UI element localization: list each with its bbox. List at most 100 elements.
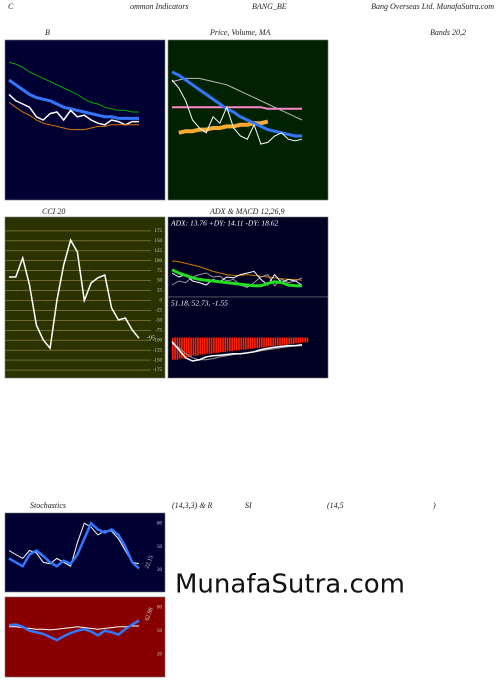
- histogram-bar: [194, 337, 197, 356]
- histogram-bar: [260, 337, 263, 348]
- histogram-bar: [265, 337, 268, 348]
- y-tick-label: -25: [155, 309, 162, 314]
- y-tick-label: 80: [157, 521, 163, 526]
- panel-background: [4, 39, 166, 201]
- histogram-bar: [174, 337, 176, 360]
- y-tick-label: 25: [157, 289, 163, 294]
- histogram-bar: [258, 337, 261, 349]
- histogram-bar: [272, 337, 275, 347]
- panel-caption: (14,3,3) & R: [172, 501, 213, 510]
- histogram-bar: [251, 337, 254, 349]
- y-tick-label: 125: [155, 249, 163, 254]
- series-line: [171, 70, 302, 138]
- histogram-bar: [304, 337, 306, 343]
- panel-caption: ADX & MACD 12,26,9: [209, 207, 284, 216]
- series-line: [8, 521, 140, 570]
- series-line: [8, 61, 139, 113]
- y-tick-label: 50: [157, 279, 163, 284]
- histogram-bar: [240, 337, 243, 350]
- histogram-bar: [256, 337, 259, 349]
- panel-background: [4, 512, 166, 593]
- histogram-bar: [254, 337, 256, 349]
- histogram-bar: [288, 337, 290, 344]
- y-tick-label: 20: [157, 652, 163, 657]
- histogram-bar: [210, 337, 213, 354]
- histogram-bar: [235, 337, 238, 351]
- series-line: [171, 77, 303, 121]
- histogram-bar: [247, 337, 249, 349]
- histogram-bar: [185, 337, 188, 357]
- histogram-bar: [267, 337, 270, 347]
- series-line: [172, 106, 302, 110]
- y-tick-label: -150: [153, 358, 163, 363]
- histogram-bar: [226, 337, 229, 352]
- y-tick-label: 0: [160, 299, 163, 304]
- series-line: [8, 619, 140, 642]
- panel-caption: (14,5: [327, 501, 344, 510]
- histogram-bar: [208, 337, 211, 354]
- panel-caption: Bands 20,2: [430, 28, 466, 37]
- series-line: [8, 522, 140, 567]
- histogram-bar: [274, 337, 277, 346]
- histogram-bar: [217, 337, 220, 353]
- histogram-bar: [292, 337, 295, 344]
- histogram-bar: [199, 337, 202, 355]
- panel-caption: B: [45, 28, 50, 37]
- series-line: [8, 93, 139, 126]
- histogram-bar: [281, 337, 284, 345]
- histogram-bar: [181, 337, 183, 359]
- histogram-bar: [263, 337, 265, 348]
- histogram-bar: [183, 337, 186, 359]
- indicator-readout: ADX: 13.76 +DY: 14.11 -DY: 18.62: [170, 219, 279, 228]
- histogram-bar: [279, 337, 281, 346]
- series-line: [171, 268, 302, 288]
- indicator-readout: 51.18, 52.73, -1.55: [171, 299, 228, 308]
- histogram-bar: [244, 337, 247, 350]
- panel-caption: SI: [245, 501, 252, 510]
- histogram-bar: [203, 337, 206, 355]
- series-line: [9, 238, 140, 350]
- series-line: [8, 101, 139, 131]
- y-tick-label: 50: [157, 629, 163, 634]
- histogram-bar: [249, 337, 252, 349]
- histogram-bar: [215, 337, 218, 353]
- panel-caption: Price, Volume, MA: [209, 28, 271, 37]
- watermark: MunafaSutra.com: [175, 570, 405, 600]
- header-text: Bang Overseas Ltd. MunafaSutra.com: [371, 2, 494, 11]
- histogram-bar: [306, 337, 309, 343]
- y-tick-label: 175: [155, 229, 163, 234]
- histogram-bar: [192, 337, 195, 356]
- histogram-bar: [295, 337, 297, 344]
- last-value-label: -95: [147, 336, 155, 342]
- histogram-bar: [197, 337, 199, 356]
- histogram-bar: [297, 337, 300, 344]
- histogram-bar: [302, 337, 304, 343]
- panel-background: [4, 596, 166, 678]
- histogram-bar: [224, 337, 227, 353]
- histogram-bar: [242, 337, 245, 350]
- histogram-bar: [283, 337, 286, 345]
- histogram-bar: [219, 337, 222, 353]
- y-tick-label: 80: [157, 605, 163, 610]
- y-tick-label: -125: [153, 348, 163, 353]
- histogram-bar: [190, 337, 192, 357]
- series-line: [171, 341, 303, 362]
- histogram-bar: [233, 337, 236, 351]
- header-text: C: [8, 2, 14, 11]
- last-value-label: 22.15: [145, 555, 155, 570]
- header-text: BANG_BE: [252, 2, 287, 11]
- series-line: [171, 79, 303, 145]
- y-tick-label: -100: [153, 338, 163, 343]
- panel-caption: Stochastics: [30, 501, 66, 510]
- header-text: ommon Indicators: [130, 2, 188, 11]
- y-tick-label: -75: [155, 328, 162, 333]
- panels: 175 150 125 100 75 50 25 0 -25 -50 -75 -100 -125 -150…: [4, 39, 329, 678]
- y-tick-label: 20: [157, 568, 163, 573]
- series-line: [171, 260, 303, 281]
- histogram-bar: [286, 337, 288, 345]
- histogram-bar: [229, 337, 231, 352]
- y-tick-label: 100: [155, 259, 163, 264]
- histogram-bar: [222, 337, 224, 353]
- histogram-bar: [206, 337, 208, 354]
